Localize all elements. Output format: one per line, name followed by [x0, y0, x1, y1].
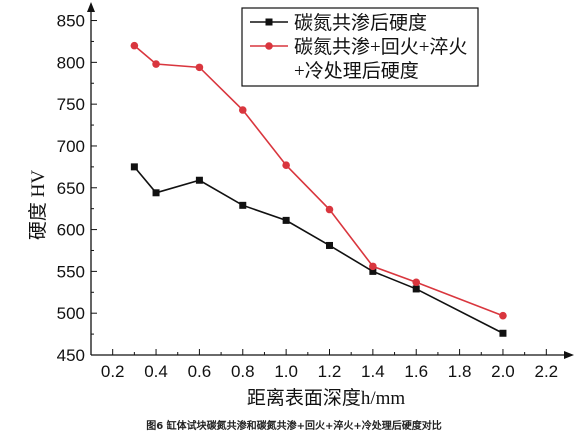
x-axis-arrow	[564, 351, 574, 359]
legend-label: +冷处理后硬度	[294, 60, 419, 82]
data-point	[326, 241, 333, 249]
y-tick-label: 750	[57, 95, 85, 114]
data-point	[195, 176, 203, 184]
y-tick-label: 450	[57, 346, 85, 365]
legend-label: 碳氮共渗+回火+淬火	[294, 36, 467, 58]
legend-box	[241, 7, 479, 87]
data-point	[499, 329, 507, 337]
x-axis-ticks: 0.2 0.4 0.6 0.8 1.0 1.2 1.4 1.6 1.8 2.0 2.2	[101, 349, 558, 381]
x-tick-label: 2.0	[491, 362, 515, 381]
data-point	[130, 41, 139, 50]
series-2	[130, 41, 507, 320]
x-tick-label: 0.6	[188, 362, 212, 381]
y-tick-label: 650	[57, 179, 85, 198]
data-point	[130, 163, 138, 171]
y-axis-ticks: 450 500 550 600 650 700 750 800 850	[57, 12, 97, 365]
data-point	[282, 161, 290, 169]
figure-caption: 图6 缸体试块碳氮共渗和碳氮共渗+回火+淬火+冷处理后硬度对比	[146, 419, 442, 432]
y-tick-label: 600	[57, 221, 85, 240]
data-point	[282, 216, 290, 224]
data-point	[238, 106, 247, 114]
data-point	[152, 189, 160, 197]
y-tick-label: 850	[57, 12, 85, 31]
series-layer	[130, 41, 507, 337]
x-tick-label: 1.2	[318, 362, 342, 381]
y-tick-label: 800	[57, 53, 85, 72]
y-axis-label: 硬度 HV	[27, 170, 49, 240]
x-axis-label: 距离表面深度h/mm	[247, 387, 406, 409]
y-axis-arrow	[87, 2, 95, 12]
data-point	[239, 201, 247, 209]
x-tick-label: 0.2	[101, 362, 125, 381]
x-tick-label: 0.8	[231, 362, 255, 381]
x-tick-label: 1.6	[404, 362, 428, 381]
series-line	[133, 166, 504, 334]
data-point	[499, 311, 507, 320]
data-point	[369, 267, 377, 275]
y-tick-label: 500	[57, 304, 85, 323]
data-point	[412, 285, 420, 293]
x-tick-label: 1.0	[274, 362, 298, 381]
data-point	[195, 63, 204, 72]
data-point	[152, 60, 160, 68]
x-tick-label: 1.8	[448, 362, 472, 381]
series-1	[130, 163, 507, 337]
x-tick-label: 0.4	[144, 362, 168, 381]
data-point	[325, 205, 334, 214]
legend-label: 碳氮共渗后硬度	[294, 12, 427, 34]
y-tick-label: 700	[57, 137, 85, 156]
y-tick-label: 550	[57, 262, 85, 281]
x-tick-label: 2.2	[534, 362, 558, 381]
data-point	[369, 262, 377, 271]
x-tick-label: 1.4	[361, 362, 385, 381]
legend-marker	[265, 42, 273, 50]
legend-marker	[265, 18, 273, 26]
data-point	[412, 278, 421, 287]
